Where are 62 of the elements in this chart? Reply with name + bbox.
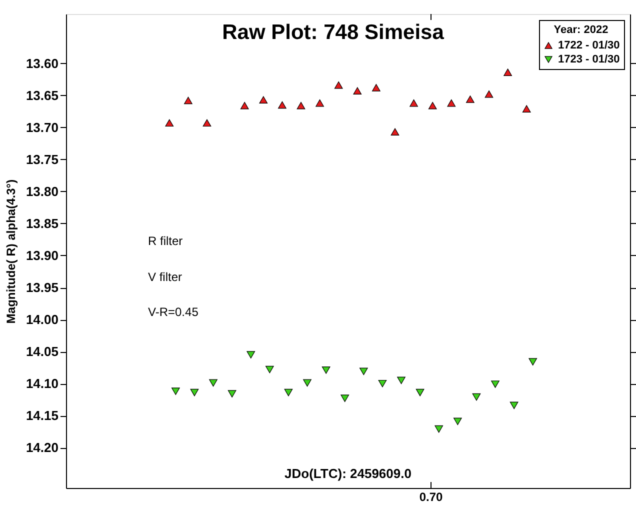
y-tick-label: 13.90	[26, 248, 58, 263]
point	[340, 394, 350, 402]
point	[303, 379, 312, 387]
y-tick-label: 13.80	[26, 184, 58, 199]
legend-title: Year: 2022	[554, 24, 608, 36]
point	[428, 102, 437, 110]
y-tick-label: 13.85	[26, 216, 58, 231]
y-tick-label: 13.70	[26, 120, 58, 135]
point	[322, 366, 330, 374]
y-tick-label: 14.10	[26, 376, 58, 392]
point	[416, 388, 424, 396]
point	[434, 425, 444, 433]
y-tick-label: 13.95	[26, 280, 58, 296]
point	[184, 96, 192, 104]
point	[171, 388, 180, 395]
annotation: JDo(LTC): 2459609.0	[284, 466, 412, 481]
point	[472, 393, 481, 401]
annotation: V-R=0.45	[148, 305, 199, 319]
point	[522, 105, 531, 112]
legend-label: 1722 - 01/30	[558, 40, 620, 52]
point	[491, 380, 500, 388]
point	[390, 128, 400, 136]
y-tick-label: 14.05	[26, 344, 58, 360]
annotation: V filter	[148, 270, 182, 284]
y-tick-label: 14.15	[26, 408, 58, 424]
point	[240, 102, 249, 110]
y-tick-label: 13.75	[26, 152, 58, 167]
point	[466, 96, 474, 103]
point	[259, 96, 268, 104]
point	[190, 388, 199, 396]
chart-title: Raw Plot: 748 Simeisa	[222, 21, 444, 44]
point	[278, 101, 286, 109]
point	[359, 368, 368, 376]
y-tick-label: 14.20	[26, 440, 58, 456]
point	[265, 366, 274, 374]
point	[528, 358, 538, 366]
y-tick-label: 13.60	[26, 56, 58, 71]
point	[334, 81, 343, 89]
point	[372, 84, 380, 92]
point	[202, 119, 212, 127]
y-tick-label: 14.00	[26, 312, 58, 328]
point	[316, 99, 324, 107]
point	[246, 351, 256, 358]
point	[165, 119, 174, 127]
y-axis-title: Magnitude( R) alpha(4.3°)	[4, 179, 18, 324]
point	[397, 376, 406, 384]
point	[447, 99, 456, 107]
point	[504, 68, 512, 76]
y-tick-label: 13.65	[26, 88, 58, 103]
point	[353, 87, 362, 95]
text: 0.70	[419, 490, 443, 504]
point	[378, 380, 387, 388]
point	[453, 418, 462, 426]
point	[296, 102, 306, 110]
point	[284, 388, 293, 396]
legend-label: 1723 - 01/30	[558, 54, 620, 66]
point	[510, 402, 518, 410]
point	[410, 99, 418, 107]
point	[484, 90, 494, 98]
point	[228, 390, 236, 398]
annotation: R filter	[148, 234, 183, 248]
point	[209, 379, 218, 387]
